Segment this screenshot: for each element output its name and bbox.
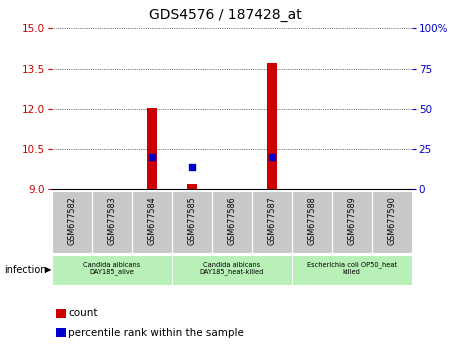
Text: ▶: ▶ [45, 266, 52, 274]
Bar [252, 191, 292, 253]
Bar [92, 191, 132, 253]
Bar [292, 191, 332, 253]
Text: GSM677586: GSM677586 [227, 196, 236, 245]
Bar [147, 108, 157, 189]
Bar [332, 191, 372, 253]
Text: GSM677583: GSM677583 [107, 196, 116, 245]
Bar [52, 255, 172, 285]
Bar [172, 255, 292, 285]
Bar [52, 191, 92, 253]
Text: infection: infection [4, 265, 47, 275]
Point [188, 164, 195, 170]
Text: Candida albicans
DAY185_alive: Candida albicans DAY185_alive [83, 262, 140, 275]
Text: GSM677584: GSM677584 [147, 196, 156, 245]
Bar [372, 191, 412, 253]
Bar [187, 184, 197, 189]
Point [148, 154, 155, 160]
Bar [172, 191, 212, 253]
Bar [292, 255, 412, 285]
Bar [132, 191, 172, 253]
Bar [267, 63, 277, 189]
Text: GSM677588: GSM677588 [307, 196, 316, 245]
Text: GSM677590: GSM677590 [387, 196, 396, 245]
Text: GDS4576 / 187428_at: GDS4576 / 187428_at [148, 8, 302, 22]
Bar [212, 191, 252, 253]
Text: GSM677585: GSM677585 [187, 196, 196, 245]
Text: GSM677587: GSM677587 [267, 196, 276, 245]
Text: count: count [68, 308, 98, 318]
Text: Escherichia coli OP50_heat
killed: Escherichia coli OP50_heat killed [307, 262, 397, 275]
Point [268, 154, 275, 160]
Text: percentile rank within the sample: percentile rank within the sample [68, 328, 244, 338]
Text: GSM677589: GSM677589 [347, 196, 356, 245]
Text: Candida albicans
DAY185_heat-killed: Candida albicans DAY185_heat-killed [199, 262, 264, 275]
Text: GSM677582: GSM677582 [67, 196, 76, 245]
